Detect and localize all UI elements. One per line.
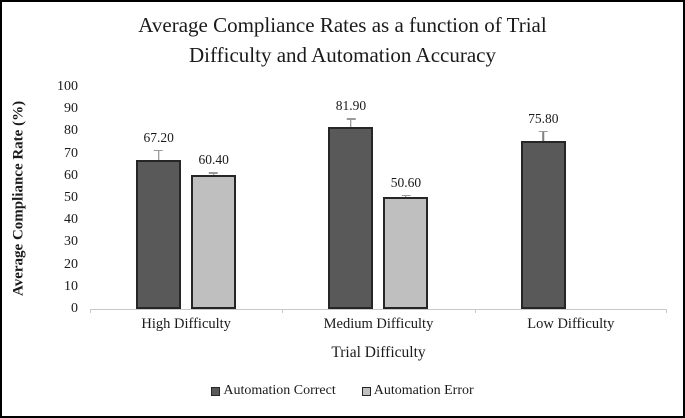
y-tick-label-20: 20: [64, 256, 78, 272]
data-label-automation-correct-medium-difficulty: 81.90: [335, 98, 367, 114]
y-tick-label-30: 30: [64, 234, 78, 250]
bar-group-high-difficulty: 67.20 60.40: [90, 87, 282, 309]
y-tick-label-80: 80: [64, 123, 78, 139]
x-axis-tick-mark: [474, 309, 476, 313]
y-axis-tick-labels: 0 10 20 30 40 50 60 70 80 90 100: [42, 80, 84, 316]
error-bar-automation-error-medium-difficulty: [401, 194, 411, 197]
bar-wrap-automation-error-high-difficulty: 60.40: [191, 152, 237, 309]
y-tick-label-40: 40: [64, 212, 78, 228]
x-tick-label-low-difficulty: Low Difficulty: [527, 316, 615, 332]
data-label-automation-error-medium-difficulty: 50.60: [390, 174, 422, 190]
plot-area: 67.20 60.40 High Difficulty 81.90 50.60 Mediu…: [90, 87, 667, 332]
error-bar-automation-correct-medium-difficulty: [346, 118, 356, 128]
bar-wrap-automation-correct-low-difficulty: 75.80: [520, 111, 566, 309]
y-axis-title: Average Compliance Rate (%): [10, 100, 27, 296]
legend-marker-automation-correct: [211, 386, 221, 396]
y-tick-label-70: 70: [64, 145, 78, 161]
x-axis-tick-mark: [90, 309, 91, 313]
data-label-automation-error-high-difficulty: 60.40: [198, 152, 229, 168]
y-tick-label-0: 0: [71, 301, 78, 316]
y-tick-label-90: 90: [64, 101, 78, 117]
error-bar-cap: [209, 172, 219, 174]
bar-automation-error-medium-difficulty: [383, 196, 429, 309]
bar-automation-correct-high-difficulty: [136, 159, 182, 309]
error-bar-automation-correct-low-difficulty: [538, 130, 548, 141]
legend: Automation Correct Automation Error: [2, 383, 683, 399]
data-label-automation-correct-low-difficulty: 75.80: [528, 110, 559, 126]
legend-item-automation-correct: Automation Correct: [211, 383, 336, 399]
chart-title: Average Compliance Rates as a function o…: [2, 10, 683, 70]
chart-title-line2: Difficulty and Automation Accuracy: [189, 43, 496, 67]
category-slot-medium-difficulty: 81.90 50.60 Medium Difficulty: [282, 87, 474, 332]
bar-group-medium-difficulty: 81.90 50.60: [282, 87, 474, 309]
error-bar-automation-correct-high-difficulty: [154, 149, 164, 160]
bar-automation-correct-medium-difficulty: [328, 127, 374, 309]
error-bar-cap: [346, 118, 356, 120]
legend-label-automation-error: Automation Error: [373, 383, 474, 398]
bar-group-low-difficulty: 75.80: [475, 87, 667, 309]
legend-label-automation-correct: Automation Correct: [223, 383, 336, 398]
bar-wrap-automation-error-medium-difficulty: 50.60: [383, 175, 429, 309]
x-axis-tick-mark: [282, 309, 284, 313]
x-tick-label-high-difficulty: High Difficulty: [141, 316, 231, 332]
x-axis-title: Trial Difficulty: [331, 344, 426, 361]
data-label-automation-correct-high-difficulty: 67.20: [143, 129, 174, 145]
x-axis-tick-mark: [666, 309, 667, 313]
category-slot-low-difficulty: 75.80 Low Difficulty: [475, 87, 667, 332]
x-tick-label-medium-difficulty: Medium Difficulty: [323, 316, 434, 332]
error-bar-cap: [401, 194, 411, 197]
bar-wrap-automation-correct-high-difficulty: 67.20: [136, 130, 182, 309]
bar-automation-error-high-difficulty: [191, 174, 237, 309]
error-bar-cap: [538, 130, 548, 133]
y-tick-label-100: 100: [57, 79, 78, 94]
bar-automation-correct-low-difficulty: [520, 140, 566, 309]
chart-title-line1: Average Compliance Rates as a function o…: [138, 13, 547, 37]
error-bar-automation-error-high-difficulty: [209, 172, 219, 175]
y-tick-label-60: 60: [64, 167, 78, 183]
category-slot-high-difficulty: 67.20 60.40 High Difficulty: [90, 87, 282, 332]
y-tick-label-50: 50: [64, 190, 78, 205]
legend-marker-automation-error: [361, 386, 371, 396]
error-bar-cap: [154, 149, 164, 152]
legend-item-automation-error: Automation Error: [361, 383, 474, 399]
bar-wrap-automation-correct-medium-difficulty: 81.90: [328, 98, 374, 309]
y-tick-label-10: 10: [64, 278, 78, 294]
